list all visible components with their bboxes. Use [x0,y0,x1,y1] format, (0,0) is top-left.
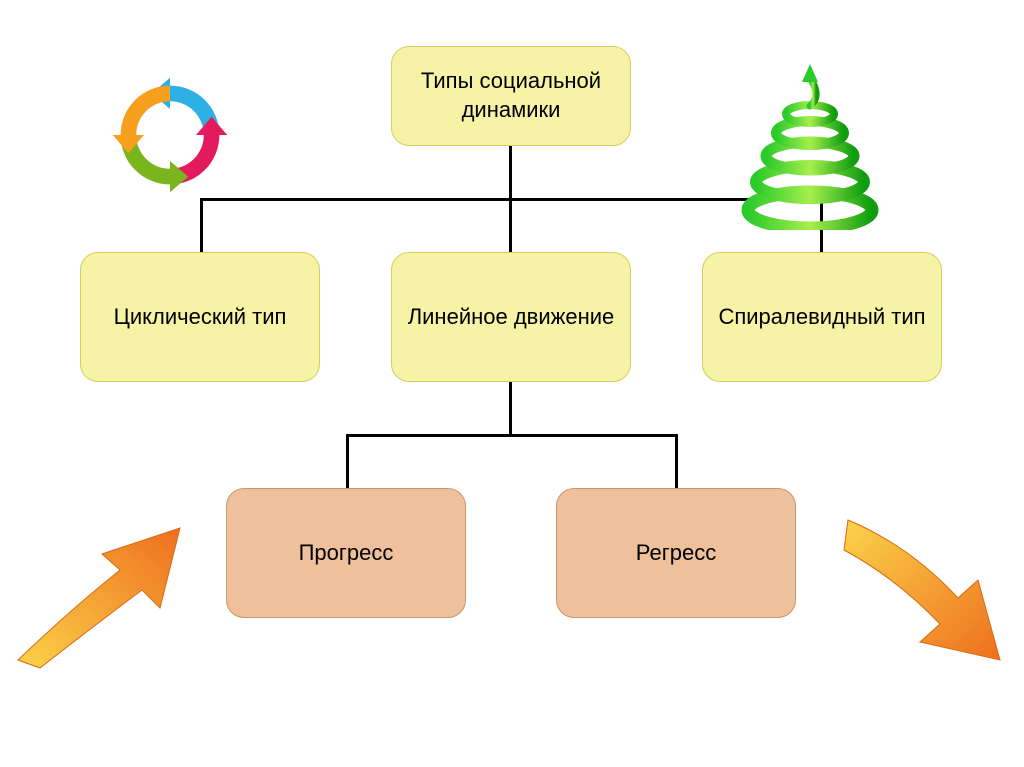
connector [509,146,512,200]
node-spiral-label: Спиралевидный тип [718,303,925,332]
node-spiral: Спиралевидный тип [702,252,942,382]
node-linear-label: Линейное движение [408,303,615,332]
node-progress: Прогресс [226,488,466,618]
connector [675,434,678,488]
node-cyclic: Циклический тип [80,252,320,382]
node-progress-label: Прогресс [299,539,394,568]
node-cyclic-label: Циклический тип [114,303,287,332]
connector [346,434,349,488]
node-regress-label: Регресс [636,539,716,568]
connector [200,198,203,252]
node-linear: Линейное движение [391,252,631,382]
cycle-arrows-icon [105,70,235,200]
connector [346,434,678,437]
arrow-down-icon [840,500,1020,670]
node-regress: Регресс [556,488,796,618]
connector [509,382,512,436]
arrow-up-icon [10,500,190,670]
connector [509,198,512,252]
node-root-label: Типы социальной динамики [400,67,622,124]
spiral-icon [730,60,890,230]
node-root: Типы социальной динамики [391,46,631,146]
